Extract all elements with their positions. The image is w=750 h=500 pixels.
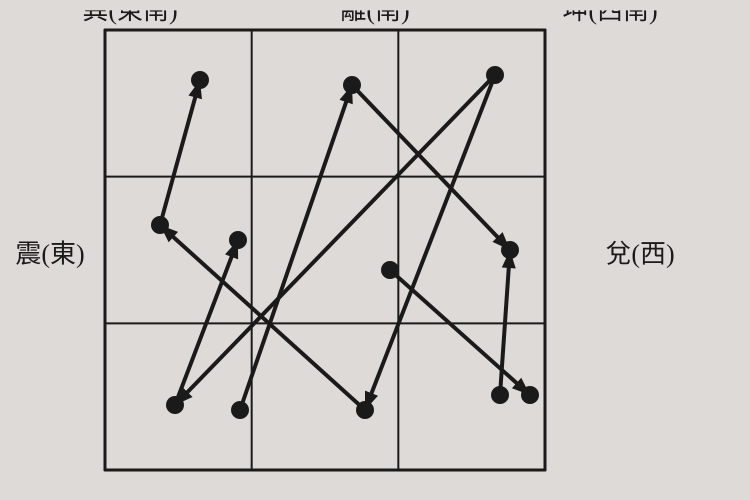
diagram-stage: 巽(東南) 離(南) 坤(西南) 震(東) 兌(西) [0, 0, 750, 500]
label-right: 兌(西) [605, 234, 674, 271]
label-left: 震(東) [15, 234, 84, 271]
